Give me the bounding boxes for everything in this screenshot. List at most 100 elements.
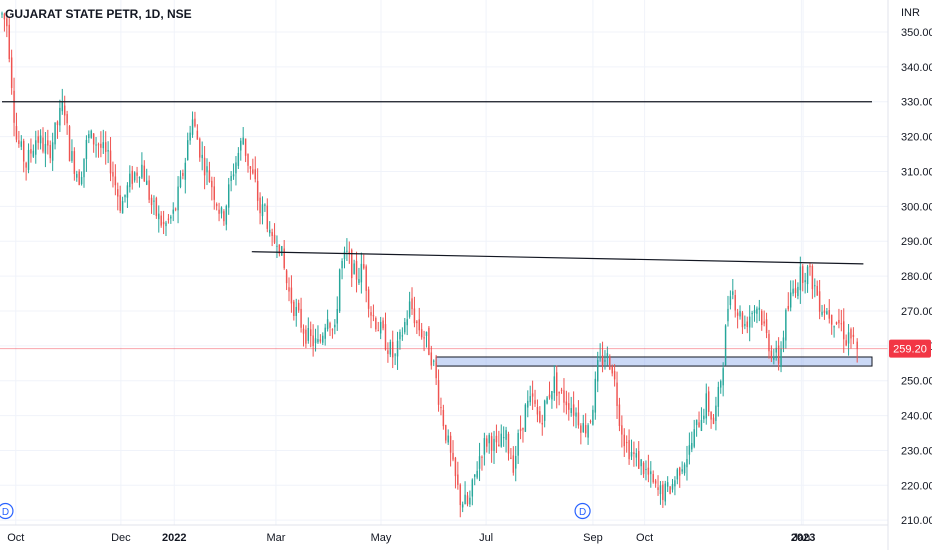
candle-body	[145, 180, 148, 185]
candle-body	[341, 260, 343, 269]
candle-body	[493, 438, 495, 451]
candle-body	[97, 144, 100, 146]
candle-body	[76, 174, 78, 178]
candle-body	[160, 215, 162, 226]
dividend-marker-circle[interactable]	[574, 502, 591, 520]
candle-body	[635, 453, 638, 458]
price-tick-label: 300.00	[901, 201, 932, 213]
candle-body	[281, 246, 283, 256]
candle-body	[201, 154, 203, 159]
candle-body	[717, 386, 720, 407]
candle-body	[856, 341, 858, 349]
candle-body	[536, 406, 539, 415]
candle-body	[225, 205, 228, 225]
candle-body	[613, 371, 616, 380]
candle-body	[271, 232, 273, 237]
time-tick-label: Dec	[111, 532, 131, 544]
price-tick-label: 320.00	[901, 132, 932, 144]
candle-body	[350, 249, 353, 279]
drawings[interactable]	[0, 101, 888, 350]
candle-body	[674, 480, 676, 487]
candle-body	[775, 347, 777, 353]
dividend-marker[interactable]: D	[574, 502, 591, 520]
candle-body	[845, 340, 847, 346]
candle-body	[408, 301, 411, 317]
time-tick-label: Sep	[583, 532, 603, 544]
candle-body	[816, 285, 818, 296]
candle-body	[399, 331, 401, 340]
candle-body	[850, 329, 852, 339]
candle-body	[621, 425, 623, 435]
candle-body	[720, 381, 722, 388]
candle-body	[715, 405, 717, 421]
price-tick-label: 210.00	[901, 515, 932, 527]
candle-body	[705, 393, 707, 419]
candle-body	[329, 322, 331, 328]
candle-body	[623, 434, 625, 447]
candle-body	[652, 474, 654, 483]
candle-body	[78, 171, 80, 186]
time-tick-label: Oct	[7, 532, 24, 544]
last-price-label: 259.20	[889, 339, 931, 358]
candle-body	[42, 137, 44, 152]
candle-body	[459, 484, 461, 506]
candle-body	[22, 140, 25, 162]
price-axis[interactable]: 210.00220.00230.00240.00250.00260.00270.…	[901, 27, 932, 527]
candle-body	[430, 352, 433, 366]
candle-body	[794, 288, 797, 294]
dividend-marker[interactable]: D	[0, 502, 14, 520]
candle-body	[360, 263, 363, 283]
candle-body	[454, 457, 457, 477]
candle-body	[811, 266, 814, 290]
candle-body	[440, 407, 442, 409]
candle-body	[498, 444, 500, 447]
candle-body	[153, 200, 155, 202]
candle-body	[95, 144, 97, 146]
candle-body	[584, 425, 587, 434]
candle-body	[843, 321, 845, 340]
candle-body	[392, 341, 394, 358]
candle-body	[133, 172, 136, 181]
candle-body	[818, 291, 821, 312]
candle-body	[121, 201, 124, 214]
candle-body	[524, 404, 527, 432]
candle-body	[847, 332, 850, 344]
candle-body	[109, 150, 112, 174]
candle-body	[51, 142, 54, 161]
candle-body	[551, 391, 553, 400]
candle-body	[553, 376, 556, 394]
candle-body	[80, 177, 83, 185]
candle-body	[211, 180, 213, 188]
candle-body	[71, 151, 73, 161]
candle-body	[633, 452, 635, 454]
dividend-marker-circle[interactable]	[0, 502, 14, 520]
support-zone-rect[interactable]	[435, 356, 873, 367]
candle-body	[804, 280, 806, 283]
candle-body	[191, 119, 194, 135]
candle-body	[387, 350, 389, 354]
price-tick-label: 220.00	[901, 480, 932, 492]
candle-body	[809, 265, 811, 268]
price-tick-label: 350.00	[901, 27, 932, 39]
time-tick-label: 2023	[791, 532, 815, 544]
candle-body	[35, 140, 37, 155]
candle-body	[244, 138, 247, 156]
trend-line[interactable]	[251, 251, 864, 265]
candle-body	[418, 319, 420, 331]
candle-body	[669, 486, 671, 494]
candle-body	[25, 162, 27, 168]
candle-body	[570, 407, 572, 413]
candle-body	[261, 204, 264, 217]
candle-body	[471, 479, 474, 497]
candle-body	[835, 322, 838, 324]
candle-body	[517, 433, 519, 456]
candle-body	[172, 209, 174, 214]
candle-body	[259, 197, 261, 214]
candle-body	[331, 329, 334, 331]
candle-body	[763, 321, 765, 324]
price-tick-label: 240.00	[901, 411, 932, 423]
candle-body	[382, 320, 384, 329]
